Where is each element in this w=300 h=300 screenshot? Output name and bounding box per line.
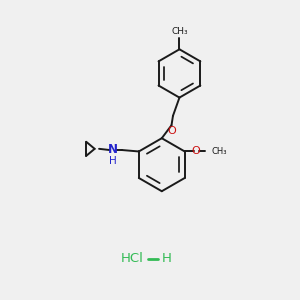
Text: H: H: [109, 156, 117, 166]
Text: O: O: [191, 146, 200, 157]
Text: CH₃: CH₃: [171, 27, 188, 36]
Text: HCl: HCl: [121, 252, 144, 266]
Text: H: H: [161, 252, 171, 266]
Text: N: N: [108, 143, 118, 157]
Text: CH₃: CH₃: [211, 147, 227, 156]
Text: O: O: [167, 126, 176, 136]
